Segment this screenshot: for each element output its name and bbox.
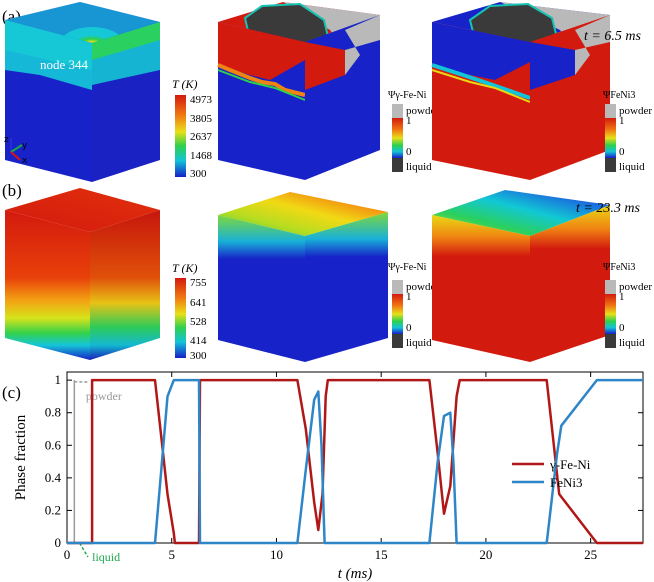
y-tick-label: 0.8 [45,405,61,420]
liquid-annotation: liquid [92,550,120,564]
panel-label-b: (b) [2,181,22,200]
legend-one: 1 [406,115,412,127]
temp-legend-a: T (K) 4973 3805 2637 1468 300 [172,77,213,180]
legend-zero: 0 [406,322,412,334]
x-tick-label: 25 [584,547,597,562]
temp-tick: 3805 [190,113,213,125]
time-label-a: t = 6.5 ms [584,29,641,44]
legend-powder: powder [619,281,652,293]
y-tick-label: 0.4 [45,470,62,485]
powder-annotation: powder [86,389,122,403]
temp-tick: 300 [190,350,207,362]
temp-tick: 4973 [190,94,213,106]
y-tick-label: 0.2 [45,502,61,517]
cube-b1-temperature [5,188,160,360]
x-tick-label: 0 [64,547,71,562]
y-tick-label: 1 [55,372,62,387]
cube-b3-feni3 [432,190,610,362]
legend-one: 1 [619,291,625,303]
legend-one: 1 [406,291,412,303]
temp-tick: 755 [190,277,207,289]
legend-liquid: liquid [406,161,432,173]
liquid-arrow [78,542,89,558]
legend-liquid: liquid [619,161,645,173]
phase-legend-symbol: Ψγ-Fe-Ni [388,90,427,101]
axes-triad: z y x [4,135,28,166]
node-label: node 344 [40,57,89,72]
y-tick-label: 0 [55,535,62,550]
phase-legend-a1: Ψγ-Fe-Ni powder 1 0 liquid [388,90,439,173]
x-tick-label: 15 [375,547,388,562]
panel-label-c: (c) [2,383,21,402]
legend-zero: 0 [406,146,412,158]
legend-zero: 0 [619,322,625,334]
temp-tick: 2637 [190,131,213,143]
axis-y-label: y [22,141,28,151]
legend-powder: powder [619,105,652,117]
x-tick-label: 10 [270,547,283,562]
time-label-b: t = 23.3 ms [576,201,640,216]
temp-tick: 1468 [190,150,213,162]
phase-legend-symbol: ΨFeNi3 [603,90,635,101]
cube-a3-feni3 [431,2,610,180]
legend-powder: powder [406,281,439,293]
cube-b2-gamma-fe-ni [218,192,388,362]
temp-tick: 641 [190,297,207,309]
y-axis-label: Phase fraction [13,414,29,500]
legend-powder: powder [406,105,439,117]
temp-legend-b-title: T (K) [172,261,197,275]
axis-x-label: x [22,156,28,166]
phase-fraction-chart: 0 5 10 15 20 25 0 0.2 0.4 0.6 0.8 1 t (ms) Phase frac… [13,371,644,582]
temp-tick: 414 [190,335,207,347]
temp-tick: 300 [190,168,207,180]
phase-legend-symbol: Ψγ-Fe-Ni [388,262,427,273]
cube-a2-gamma-fe-ni [217,2,380,180]
series-line-feni3 [67,378,643,545]
axis-z-label: z [4,135,9,145]
legend-liquid: liquid [406,337,432,349]
x-tick-label: 20 [479,547,492,562]
phase-legend-b1: Ψγ-Fe-Ni powder 1 0 liquid [388,262,439,349]
x-axis-label: t (ms) [338,566,373,582]
y-tick-label: 0.6 [45,437,62,452]
legend-entry: FeNi3 [550,475,583,490]
legend-entry: γ-Fe-Ni [549,457,591,472]
legend-zero: 0 [619,146,625,158]
temp-tick: 528 [190,316,207,328]
cube-a1-temperature [5,2,160,182]
phase-legend-a2: ΨFeNi3 powder 1 0 liquid [603,90,652,173]
x-tick-label: 5 [168,547,175,562]
temp-legend-a-title: T (K) [172,77,197,91]
legend-one: 1 [619,115,625,127]
temp-legend-b: T (K) 755 641 528 414 300 [172,261,207,362]
phase-legend-symbol: ΨFeNi3 [603,262,635,273]
legend-liquid: liquid [619,337,645,349]
phase-legend-b2: ΨFeNi3 powder 1 0 liquid [603,262,652,349]
